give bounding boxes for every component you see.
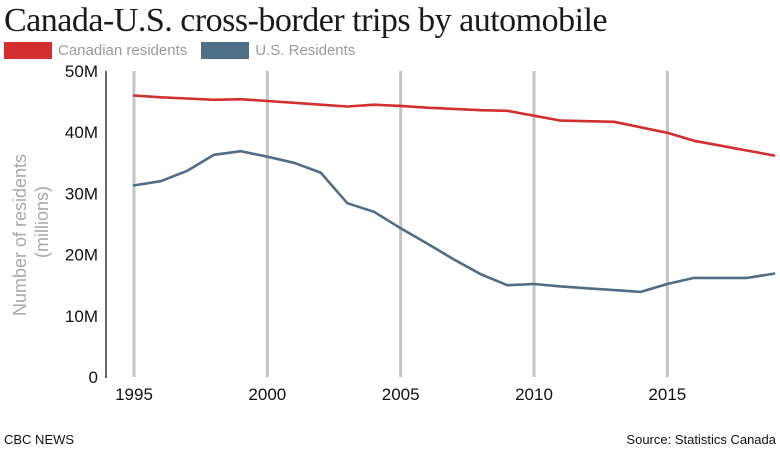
series-line-us-residents (132, 149, 776, 294)
legend-item-canadian: Canadian residents (4, 42, 187, 59)
legend-label-us: U.S. Residents (255, 42, 356, 59)
series-line-canadian-residents (132, 94, 776, 157)
chart-title: Canada-U.S. cross-border trips by automo… (4, 2, 608, 39)
y-axis-label-line1: Number of residents (10, 154, 30, 316)
legend-item-us: U.S. Residents (201, 42, 355, 59)
x-tick-label-2015: 2015 (648, 385, 686, 404)
y-tick-label-20M: 20M (65, 246, 98, 265)
y-tick-label-40M: 40M (65, 123, 98, 142)
legend: Canadian residents U.S. Residents (4, 42, 369, 59)
y-tick-label-30M: 30M (65, 184, 98, 203)
grid-layer (132, 71, 669, 377)
label-layer: 0 10M 20M 30M 40M 50M 1995 2000 2005 2010 2015 Numb… (10, 62, 686, 404)
x-tick-label-2005: 2005 (382, 385, 420, 404)
legend-swatch-us (201, 42, 250, 59)
y-tick-label-10M: 10M (65, 307, 98, 326)
x-tick-label-2000: 2000 (248, 385, 286, 404)
footer-credit: CBC NEWS (4, 432, 75, 447)
legend-swatch-canadian (4, 42, 52, 59)
y-tick-label-50M: 50M (65, 62, 98, 81)
series-layer (132, 94, 776, 294)
y-axis-label-line2: (millions) (32, 186, 52, 258)
y-tick-label-0: 0 (89, 368, 98, 387)
footer-source: Source: Statistics Canada (626, 432, 776, 447)
legend-label-canadian: Canadian residents (58, 42, 188, 59)
x-tick-label-2010: 2010 (515, 385, 553, 404)
x-tick-label-1995: 1995 (115, 385, 153, 404)
